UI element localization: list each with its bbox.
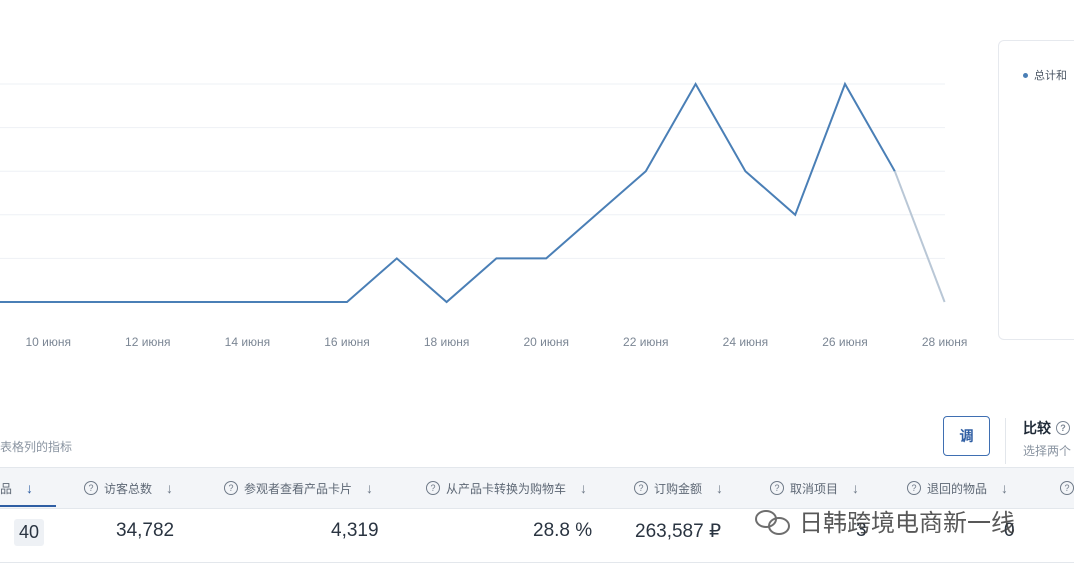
- x-tick-label: 24 июня: [723, 335, 769, 349]
- data-point[interactable]: [842, 81, 848, 87]
- compare-title: 比较: [1023, 420, 1051, 436]
- table-cell-cart-conversion: 28.8 %: [533, 520, 593, 541]
- sort-arrow-icon[interactable]: ↓: [26, 480, 34, 496]
- legend-dot-icon: [1023, 72, 1028, 78]
- data-point[interactable]: [942, 299, 948, 305]
- data-point[interactable]: [643, 168, 649, 174]
- table-cell-card-views: 4,319: [331, 520, 379, 541]
- column-label: 取消项目: [790, 481, 839, 496]
- table-columns-hint: 表格列的指标: [0, 440, 73, 454]
- x-tick-label: 28 июня: [922, 335, 968, 349]
- x-tick-label: 10 июня: [25, 335, 71, 349]
- data-point[interactable]: [593, 212, 599, 218]
- x-tick-label: 26 июня: [822, 335, 868, 349]
- data-point[interactable]: [294, 299, 300, 305]
- column-header-returned[interactable]: ? 退回的物品 ↓: [907, 468, 1008, 508]
- column-header-card-views[interactable]: ? 参观者查看产品卡片 ↓: [224, 468, 373, 508]
- sort-arrow-icon[interactable]: ↓: [852, 480, 860, 496]
- data-point[interactable]: [394, 255, 400, 261]
- data-point[interactable]: [95, 299, 101, 305]
- x-tick-label: 14 июня: [225, 335, 271, 349]
- column-header-products[interactable]: 品 ↓: [0, 468, 33, 508]
- data-point[interactable]: [493, 255, 499, 261]
- x-tick-label: 18 июня: [424, 335, 470, 349]
- data-point[interactable]: [444, 299, 450, 305]
- series-line-partial: [893, 170, 946, 303]
- x-tick-label: 22 июня: [623, 335, 669, 349]
- table-cell-returned: 0: [1004, 520, 1015, 541]
- data-point[interactable]: [244, 299, 250, 305]
- compare-subtitle: 选择两个: [1023, 444, 1072, 458]
- x-tick-label: 12 июня: [125, 335, 171, 349]
- column-label: 参观者查看产品卡片: [244, 481, 353, 496]
- data-point[interactable]: [45, 299, 51, 305]
- legend-item[interactable]: 总计和: [1023, 67, 1067, 83]
- help-icon[interactable]: ?: [770, 481, 784, 495]
- column-label: 从产品卡转换为购物车: [446, 481, 567, 496]
- x-tick-label: 16 июня: [324, 335, 370, 349]
- compare-title-row[interactable]: 比较 ?: [1023, 418, 1071, 438]
- table-header: 品 ↓ ? 访客总数 ↓ ? 参观者查看产品卡片 ↓ ? 从产品卡转换为购物车 …: [0, 467, 1074, 509]
- adjust-button[interactable]: 调: [943, 416, 990, 456]
- line-chart: 10 июня 12 июня 14 июня 16 июня 18 июня 20 ию…: [0, 81, 968, 349]
- sort-arrow-icon[interactable]: ↓: [716, 480, 724, 496]
- legend-panel: 总计和: [998, 40, 1074, 340]
- wechat-icon: [755, 508, 791, 535]
- x-tick-label: 20 июня: [523, 335, 569, 349]
- column-header-cancelled[interactable]: ? 取消项目 ↓: [770, 468, 859, 508]
- column-header-cart-conversion[interactable]: ? 从产品卡转换为购物车 ↓: [426, 468, 587, 508]
- data-point[interactable]: [0, 299, 1, 305]
- data-point[interactable]: [344, 299, 350, 305]
- series-line: [0, 81, 896, 304]
- sort-arrow-icon[interactable]: ↓: [1001, 480, 1009, 496]
- column-label: 访客总数: [104, 481, 153, 496]
- column-header-visitors[interactable]: ? 访客总数 ↓: [84, 468, 173, 508]
- active-sort-indicator: [0, 505, 56, 507]
- data-point[interactable]: [195, 299, 201, 305]
- column-header-more[interactable]: ?: [1060, 468, 1074, 508]
- column-label: 品: [0, 481, 13, 496]
- help-icon[interactable]: ?: [84, 481, 98, 495]
- column-header-order-amount[interactable]: ? 订购金额 ↓: [634, 468, 723, 508]
- table-cell-cancelled: 3: [856, 520, 867, 541]
- row-divider: [0, 562, 1074, 563]
- watermark: 日韩跨境电商新一线: [755, 503, 1015, 538]
- data-point[interactable]: [742, 168, 748, 174]
- help-icon[interactable]: ?: [634, 481, 648, 495]
- data-point[interactable]: [892, 168, 898, 174]
- data-point[interactable]: [693, 81, 699, 87]
- sort-arrow-icon[interactable]: ↓: [580, 480, 588, 496]
- sort-arrow-icon[interactable]: ↓: [366, 480, 374, 496]
- table-cell-order-amount: 263,587 ₽: [635, 521, 722, 542]
- help-icon[interactable]: ?: [907, 481, 921, 495]
- sort-arrow-icon[interactable]: ↓: [166, 480, 174, 496]
- legend-label: 总计和: [1034, 70, 1067, 82]
- column-label: 退回的物品: [927, 481, 988, 496]
- watermark-text: 日韩跨境电商新一线: [799, 510, 1015, 537]
- table-cell-products: 40: [14, 519, 45, 546]
- data-point[interactable]: [543, 255, 549, 261]
- compare-section: 比较 ? 选择两个: [1005, 418, 1071, 464]
- table-cell-visitors: 34,782: [116, 520, 175, 541]
- help-icon[interactable]: ?: [1060, 481, 1074, 495]
- column-label: 订购金额: [654, 481, 703, 496]
- help-icon[interactable]: ?: [426, 481, 440, 495]
- help-icon[interactable]: ?: [224, 481, 238, 495]
- data-point[interactable]: [145, 299, 151, 305]
- help-icon[interactable]: ?: [1056, 421, 1070, 435]
- data-point[interactable]: [792, 212, 798, 218]
